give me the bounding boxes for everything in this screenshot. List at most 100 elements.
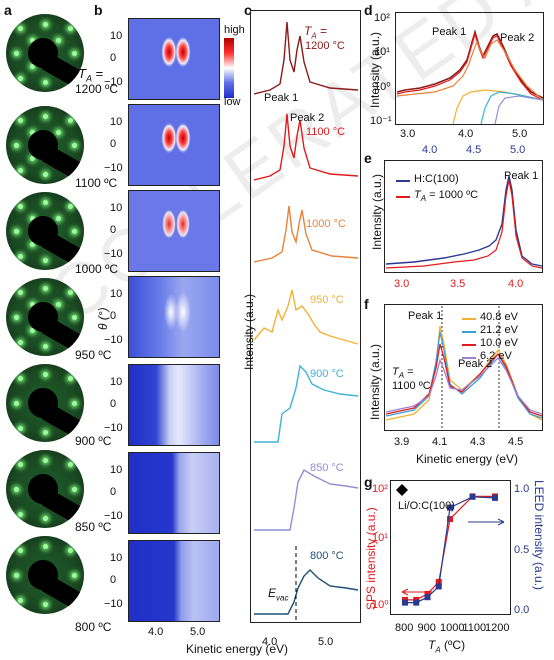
- panel-d-ytick-3: 10⁰: [374, 81, 391, 93]
- panel-g-point: [424, 594, 431, 601]
- panel-e-legend-1: H:C(100): [414, 173, 459, 185]
- leed-spot: [43, 458, 48, 463]
- panel-c-peak2: Peak 2: [290, 112, 325, 124]
- panel-f-peak1: Peak 1: [408, 310, 443, 322]
- leed-spot: [43, 602, 48, 607]
- panel-g-ytick-l1: 10²: [372, 483, 388, 495]
- panel-g-point: [413, 599, 420, 606]
- panel-d-xtick-b1: 3.0: [400, 128, 416, 140]
- leed-spot: [56, 216, 61, 221]
- leed-pattern-7: [6, 536, 84, 614]
- panel-b-ytick: 0: [110, 224, 117, 236]
- panel-g-series-line-2: [405, 496, 496, 604]
- panel-letter-c: c: [244, 2, 252, 18]
- panel-f-legend-swatch: [462, 357, 476, 359]
- leed-spot: [18, 512, 23, 517]
- panel-g-ylabel-left: SPS intensity (a.u.): [364, 507, 378, 610]
- panel-f-ta-value: 1100 ºC: [392, 380, 431, 392]
- panel-d-curves: [396, 29, 544, 125]
- panel-letter-d: d: [364, 2, 373, 18]
- colorbar: [224, 38, 234, 98]
- leed-spot: [72, 229, 77, 234]
- spectrum-series-7: [254, 569, 359, 615]
- panel-e-xtick-1: 3.0: [394, 278, 410, 290]
- leed-pattern-3: [6, 192, 84, 270]
- leed-spot: [72, 51, 77, 56]
- panel-a-ta-label: TA =: [78, 66, 104, 84]
- panel-f-plot: [384, 304, 543, 431]
- panel-b-ytick: 10: [110, 288, 123, 300]
- electron-gun-arm: [41, 575, 84, 614]
- panel-f-legend-swatch: [462, 331, 476, 333]
- panel-g-point: [447, 516, 453, 523]
- leed-spot: [18, 290, 23, 295]
- panel-d-xtick-t3: 5.0: [510, 144, 526, 156]
- leed-spot: [72, 401, 77, 406]
- panel-f-legend-label: 40.8 eV: [480, 311, 518, 323]
- leed-spot: [30, 156, 35, 161]
- panel-letter-b: b: [94, 2, 103, 18]
- panel-c-temp-950: 950 °C: [310, 294, 344, 306]
- panel-f-ta-label: TA =: [392, 366, 414, 381]
- leed-spot: [14, 51, 19, 56]
- leed-spot: [68, 548, 73, 553]
- panel-e-plot: [384, 160, 543, 273]
- panel-b-xtick-2: 5.0: [190, 626, 206, 638]
- leed-spot: [43, 286, 48, 291]
- panel-a-temp-6: 850 ºC: [75, 520, 112, 534]
- map-1200: [128, 18, 220, 100]
- panel-e-xtick-2: 3.5: [450, 278, 466, 290]
- leed-spot: [14, 487, 19, 492]
- panel-b-ytick: 10: [110, 202, 123, 214]
- panel-g-point: [402, 599, 408, 606]
- panel-c-temp-1100: 1100 °C: [306, 126, 346, 138]
- panel-c-ta-label: TA =: [304, 24, 328, 41]
- panel-c-xtick-2: 5.0: [318, 636, 334, 648]
- leed-spot: [18, 376, 23, 381]
- map-1000: [128, 190, 220, 272]
- panel-c-ylabel: Intensity (a.u.): [242, 293, 256, 370]
- leed-spot: [18, 462, 23, 467]
- leed-spot: [72, 487, 77, 492]
- panel-a-temp-4: 950 ºC: [75, 348, 112, 362]
- panel-g-xtick: 1200: [485, 622, 510, 634]
- panel-d-ytick-2: 10¹: [374, 46, 390, 58]
- panel-b-ytick: 10: [110, 116, 123, 128]
- leed-spot: [43, 114, 48, 119]
- panel-b-ytick: 0: [110, 138, 117, 150]
- map-800: [128, 540, 220, 622]
- panel-g-xtick: 1000: [440, 622, 465, 634]
- leed-spot: [14, 401, 19, 406]
- panel-b-ytick: 0: [110, 398, 117, 410]
- panel-f-legend-label: 6.2 eV: [480, 350, 512, 362]
- leed-spot: [68, 376, 73, 381]
- panel-g-diamond-marker: [396, 484, 408, 496]
- panel-g-point: [469, 493, 476, 500]
- spectrum-series-1: [253, 21, 359, 95]
- panel-g-ytick-r3: 0.0: [514, 604, 530, 616]
- panel-g-xtick: 800: [395, 622, 414, 634]
- leed-spot: [18, 548, 23, 553]
- panel-g-ylabel-right: LEED intensity (a.u.): [532, 480, 546, 591]
- leed-spot: [43, 372, 48, 377]
- panel-f-ylabel: Intensity (a.u.): [368, 343, 382, 420]
- leed-spot: [68, 204, 73, 209]
- leed-spot: [43, 80, 48, 85]
- leed-spot: [43, 516, 48, 521]
- leed-spot: [30, 328, 35, 333]
- panel-d-xtick-t2: 4.5: [466, 144, 482, 156]
- leed-spot: [56, 38, 61, 43]
- map-850: [128, 452, 220, 534]
- leed-spot: [14, 229, 19, 234]
- panel-b-ytick: −10: [104, 248, 123, 260]
- panel-a-temp-5: 900 ºC: [75, 434, 112, 448]
- panel-f-legend-swatch: [462, 344, 476, 346]
- panel-d-ylabel: Intensity (a.u.): [368, 31, 382, 108]
- panel-b-ytick: 0: [110, 486, 117, 498]
- leed-spot: [43, 430, 48, 435]
- panel-e-legend-swatch-1: [396, 180, 410, 182]
- panel-letter-f: f: [364, 296, 369, 312]
- panel-f-legend-label: 10.0 eV: [480, 337, 518, 349]
- leed-spot: [18, 598, 23, 603]
- panel-b-xtick-1: 4.0: [148, 626, 164, 638]
